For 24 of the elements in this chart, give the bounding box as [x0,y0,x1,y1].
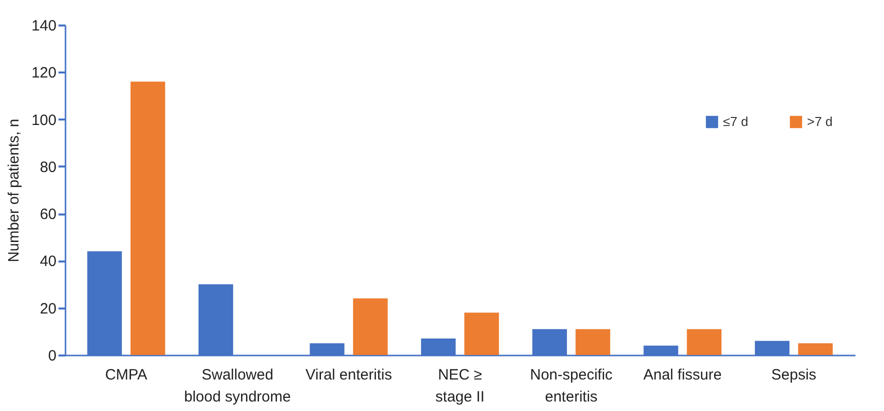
x-tick-label: Non-specific enteritis [530,366,614,406]
y-tick-label: 40 [40,253,56,270]
y-tick-label: 60 [40,206,56,224]
bar [686,329,722,355]
y-tick-label: 100 [31,112,56,129]
bar [798,343,833,355]
bar [353,298,388,355]
y-tick-label: 140 [31,18,56,34]
x-tick-label: Viral enteritis [306,366,392,384]
x-tick-label: Swallowed blood syndrome [184,366,291,406]
y-tick-label: 20 [40,300,56,318]
bar [464,312,499,355]
bar [576,329,610,355]
x-tick-label: Anal fissure [643,366,722,384]
y-tick-label: 120 [31,64,56,82]
y-axis-title: Number of patients, n [5,118,22,262]
bar [130,82,166,355]
x-tick-label: CMPA [105,366,148,384]
legend-label: ≤7 d [723,114,748,129]
y-tick-label: 80 [40,158,56,176]
legend-label: >7 d [807,114,833,129]
x-tick-label: Sepsis [771,366,816,384]
y-tick-label: 0 [48,348,56,364]
x-tick-label: NEC ≥ stage II [435,366,485,406]
